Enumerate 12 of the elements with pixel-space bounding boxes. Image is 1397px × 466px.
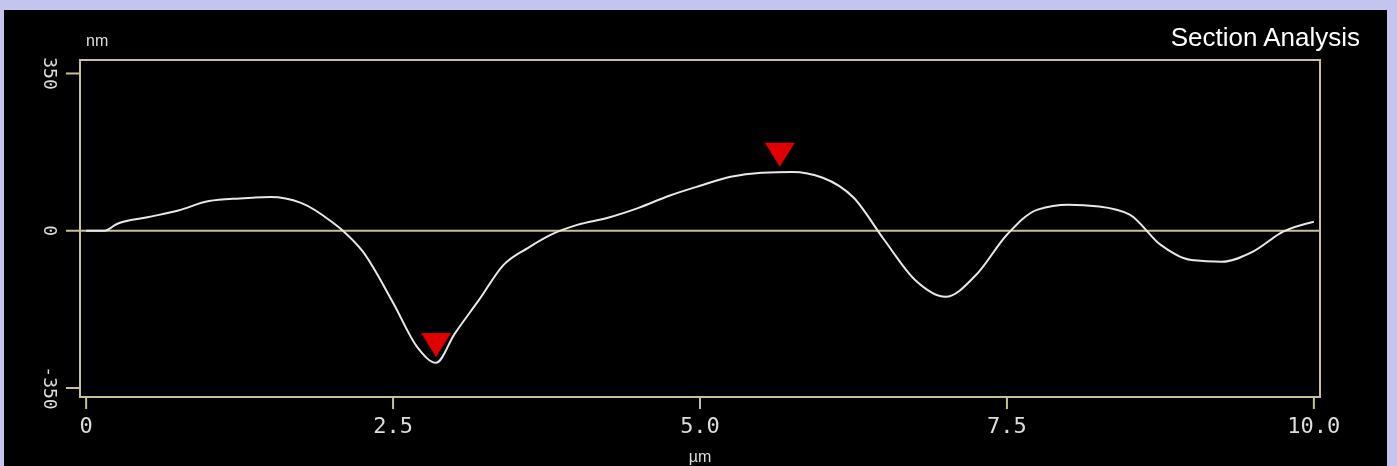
y-tick-label: -350 bbox=[39, 366, 61, 410]
x-tick-label: 2.5 bbox=[373, 413, 413, 438]
y-tick-label: 0 bbox=[39, 225, 61, 237]
x-tick-label: 0 bbox=[79, 413, 93, 438]
x-tick-label: 7.5 bbox=[987, 413, 1027, 438]
x-tick-label: 5.0 bbox=[680, 413, 720, 438]
chart-title: Section Analysis bbox=[1170, 22, 1360, 52]
y-axis-title: nm bbox=[86, 32, 109, 49]
y-tick-label: 350 bbox=[39, 57, 61, 90]
x-tick-label: 10.0 bbox=[1287, 413, 1341, 438]
line-series bbox=[85, 170, 1315, 364]
x-axis-title: µm bbox=[688, 448, 712, 465]
